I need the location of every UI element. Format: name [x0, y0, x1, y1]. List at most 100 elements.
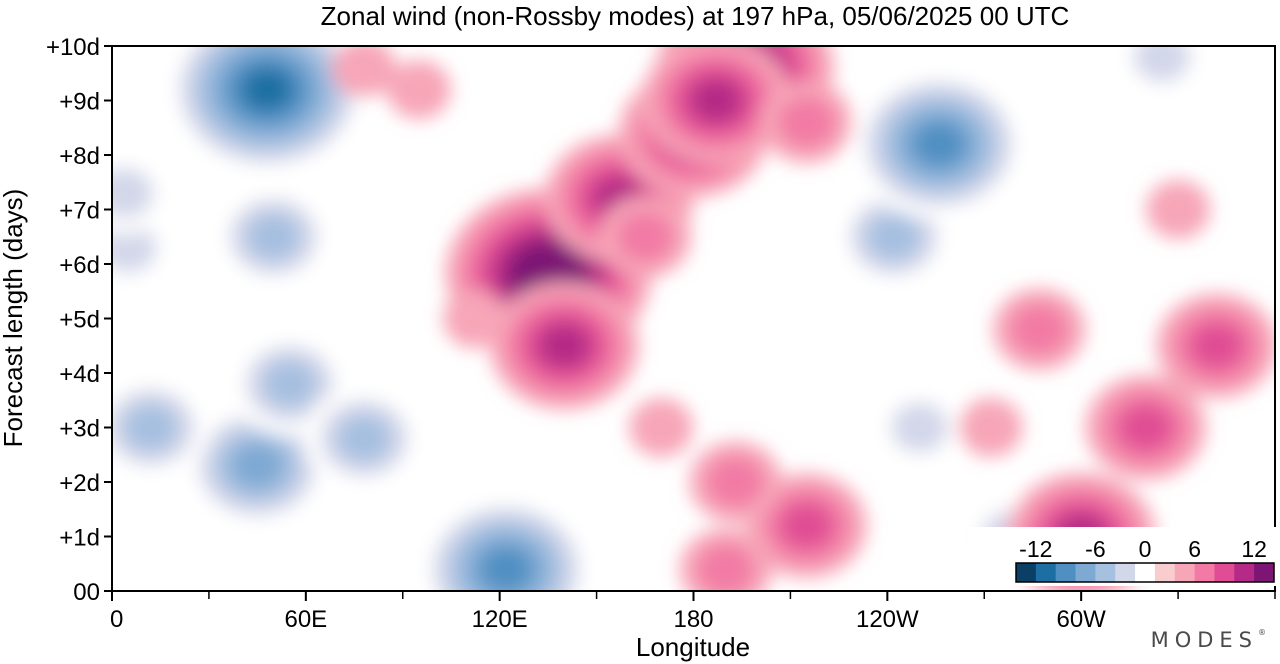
wind-feature-21: [641, 46, 791, 165]
colorbar-swatch-2: [1055, 563, 1076, 582]
colorbar-swatch-4: [1095, 563, 1116, 582]
x-tick-label-0: 0: [110, 606, 123, 633]
x-tick-label-1: 60E: [284, 606, 327, 633]
wind-feature-32: [332, 46, 396, 98]
colorbar: -12 -6 0 6 12: [968, 527, 1280, 586]
wind-feature-28: [1156, 293, 1275, 399]
y-tick-label-5: +5d: [59, 307, 100, 334]
wind-feature-31: [1146, 180, 1211, 239]
colorbar-swatch-5: [1115, 563, 1136, 582]
y-tick-label-1: +1d: [59, 525, 100, 552]
y-tick-label-2: +2d: [59, 470, 100, 497]
wind-feature-27: [1085, 375, 1207, 480]
colorbar-swatch-0: [1016, 563, 1037, 582]
wind-feature-29: [992, 288, 1086, 371]
wind-field: [112, 46, 1275, 591]
colorbar-swatch-7: [1154, 563, 1176, 582]
colorbar-swatch-10: [1214, 563, 1235, 582]
wind-contour-21-3: [690, 78, 743, 123]
wind-contour-25-1: [697, 544, 755, 591]
wind-feature-35: [441, 289, 506, 348]
wind-feature-15: [396, 289, 461, 348]
wind-feature-30: [958, 398, 1023, 457]
colorbar-swatch-8: [1174, 563, 1196, 582]
wind-feature-4: [303, 386, 425, 491]
wind-contour-35-0: [441, 289, 506, 348]
wind-contour-27-2: [1119, 404, 1173, 451]
colorbar-frame: [1015, 562, 1275, 583]
wind-feature-34: [760, 81, 853, 164]
wind-feature-22: [598, 195, 692, 278]
colorbar-label-4: 12: [1241, 536, 1267, 562]
wind-contour-3-2: [262, 360, 317, 408]
wind-contour-7-1: [112, 168, 154, 219]
y-tick-label-3: +3d: [59, 416, 100, 443]
wind-contour-22-1: [616, 211, 674, 262]
wind-feature-12: [1115, 46, 1209, 98]
wind-feature-17: [489, 282, 639, 410]
y-tick-label-0: 00: [73, 579, 100, 606]
x-axis: 0 60E 120E 180 120W 60W: [110, 591, 1276, 633]
y-tick-label-10: +10d: [46, 34, 100, 61]
wind-contour-5-2: [124, 404, 178, 451]
wind-feature-36: [629, 398, 694, 457]
colorbar-swatch-3: [1075, 563, 1096, 582]
wind-feature-25: [679, 528, 772, 591]
colorbar-swatch-1: [1035, 563, 1057, 582]
wind-contour-12-1: [1133, 46, 1191, 83]
wind-feature-11: [873, 386, 966, 469]
modes-logo-text: MODES: [1150, 628, 1258, 652]
colorbar-label-0: -12: [1019, 536, 1052, 562]
wind-contour-31-0: [1146, 180, 1211, 239]
wind-contour-8-4: [480, 547, 532, 591]
wind-feature-7: [112, 152, 172, 235]
wind-contour-24-1: [707, 456, 764, 508]
colorbar-swatch-11: [1234, 563, 1255, 582]
y-tick-label-6: +6d: [59, 252, 100, 279]
wind-contour-15-0: [396, 289, 461, 348]
wind-contour-17-3: [538, 323, 591, 368]
wind-contour-32-0: [332, 46, 396, 98]
wind-contour-0-5: [242, 68, 293, 111]
wind-contour-30-0: [958, 398, 1023, 457]
y-tick-label-7: +7d: [59, 198, 100, 225]
modes-logo: MODES®: [1151, 628, 1266, 652]
wind-contour-4-2: [337, 415, 391, 462]
wind-contour-33-0: [386, 60, 451, 119]
x-tick-label-3: 180: [673, 606, 713, 633]
y-tick-label-8: +8d: [59, 143, 100, 170]
x-tick-label-2: 120E: [472, 606, 528, 633]
registered-mark: ®: [1258, 628, 1266, 637]
y-axis-label: Forecast length (days): [0, 189, 28, 448]
wind-feature-0: [164, 46, 371, 177]
wind-feature-24: [689, 441, 782, 523]
colorbar-swatch-6: [1135, 563, 1156, 582]
colorbar-swatch-9: [1194, 563, 1215, 582]
wind-contour-1-2: [246, 213, 301, 261]
wind-contour-23-2: [779, 502, 834, 549]
wind-contour-11-1: [891, 402, 948, 453]
chart-title: Zonal wind (non-Rossby modes) at 197 hPa…: [321, 1, 1070, 31]
wind-feature-8: [417, 494, 595, 591]
wind-contour-9-2: [867, 213, 921, 261]
colorbar-swatch-12: [1254, 563, 1275, 582]
wind-contour-6-1: [112, 222, 157, 273]
wind-contour-29-1: [1010, 304, 1068, 355]
colorbar-label-1: -6: [1085, 536, 1105, 562]
x-axis-label: Longitude: [636, 632, 750, 662]
plot-area: [112, 46, 1275, 591]
y-tick-label-4: +4d: [59, 361, 100, 388]
wind-contour-34-1: [778, 97, 835, 148]
wind-contour-10-4: [913, 122, 965, 166]
wind-feature-5: [112, 375, 212, 480]
wind-contour-28-2: [1190, 322, 1244, 370]
y-tick-label-9: +9d: [59, 89, 100, 116]
x-tick-label-5: 60W: [1056, 606, 1106, 633]
y-axis: 00 +1d +2d +3d +4d +5d +6d +7d +8d +9d +10d: [46, 34, 112, 606]
wind-contour-2-3: [231, 443, 284, 488]
wind-contour-36-0: [629, 398, 694, 457]
x-tick-label-4: 120W: [856, 606, 919, 633]
wind-feature-1: [213, 184, 334, 290]
plot-frame: [111, 45, 1276, 592]
